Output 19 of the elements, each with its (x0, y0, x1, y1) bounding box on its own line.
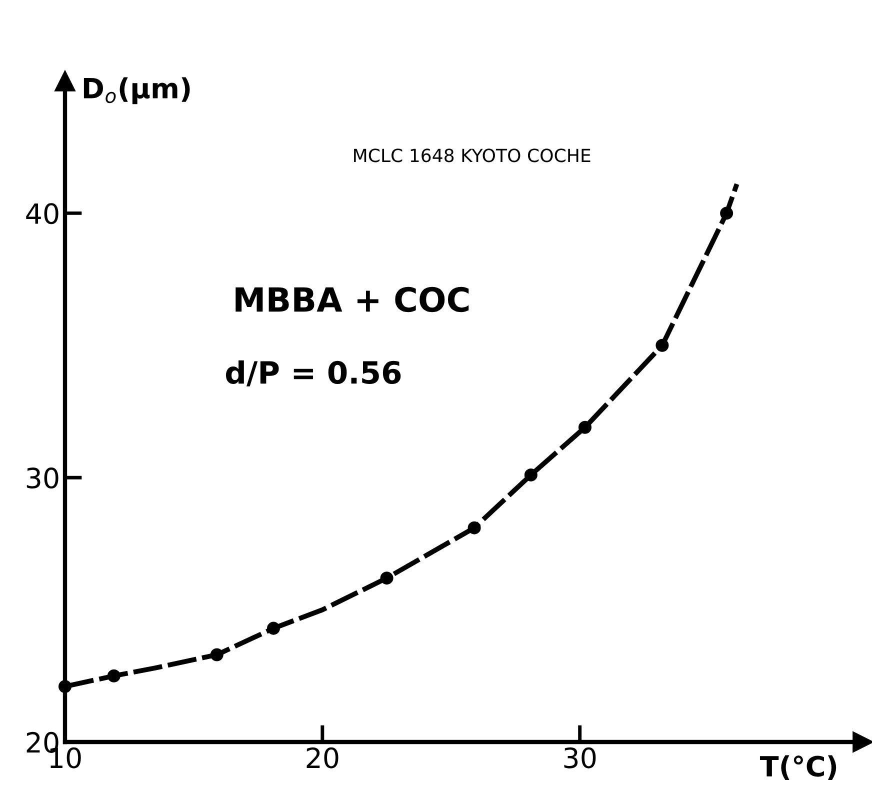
point (267, 622, 280, 635)
point (58, 680, 72, 693)
point (107, 669, 120, 682)
point (468, 521, 481, 534)
annotation: MBBA + COC (236, 286, 469, 312)
annotation: d/P = 0.56 (226, 360, 401, 386)
y-tick-label: 40 (26, 203, 58, 224)
x-tick-label: 30 (564, 747, 596, 768)
point (210, 648, 224, 662)
point (380, 572, 394, 585)
annotation: MCLC 1648 KYOTO COCHE (354, 148, 590, 162)
x-tick-label: 20 (306, 747, 338, 768)
x-axis-title: T(°C) (760, 755, 836, 780)
point (720, 206, 734, 220)
point (656, 338, 669, 352)
y-tick-label: 30 (26, 468, 58, 489)
point (524, 468, 538, 482)
y-axis-title: D$_{o}$(µm) (84, 77, 190, 104)
point (578, 420, 592, 434)
